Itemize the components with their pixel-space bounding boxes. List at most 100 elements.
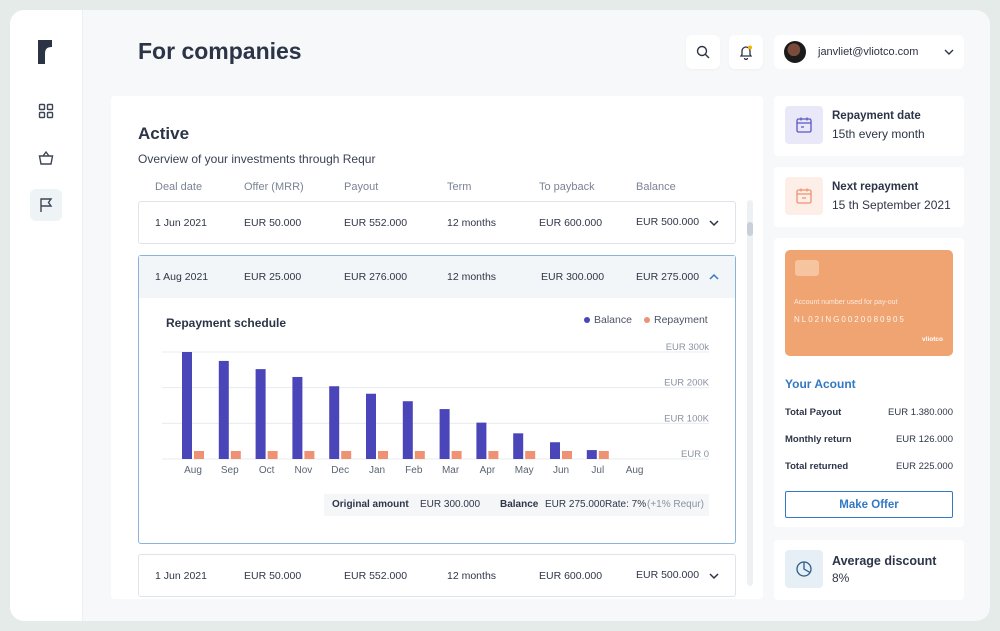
col-deal-date: Deal date xyxy=(155,181,203,193)
original-amount-value: EUR 300.000 xyxy=(420,499,481,510)
row-balance: EUR 500.000 xyxy=(636,216,700,228)
x-tick-label: Jun xyxy=(553,465,569,476)
card-chip xyxy=(795,260,819,276)
flag-icon xyxy=(40,198,53,212)
legend-balance-dot xyxy=(584,317,590,323)
row-offer: EUR 50.000 xyxy=(244,570,302,582)
row-to-payback: EUR 600.000 xyxy=(539,217,603,229)
row-payout: EUR 552.000 xyxy=(344,570,408,582)
bank-account-number: NL02ING0020080905 xyxy=(794,315,906,324)
nav-companies[interactable] xyxy=(30,189,62,221)
calendar-icon xyxy=(796,117,812,133)
row-balance: EUR 500.000 xyxy=(636,569,700,581)
chevron-up-icon[interactable] xyxy=(707,270,721,284)
expanded-row-header[interactable]: 1 Aug 2021 EUR 25.000 EUR 276.000 12 mon… xyxy=(139,256,735,298)
y-tick-label: EUR 300k xyxy=(666,342,710,353)
balance-bar xyxy=(402,401,413,459)
row-offer: EUR 25.000 xyxy=(244,271,302,283)
account-row-label: Total returned xyxy=(785,461,849,472)
bank-card: Account number used for pay-out NL02ING0… xyxy=(785,250,953,356)
chevron-down-icon xyxy=(944,49,954,55)
search-icon xyxy=(696,45,710,59)
x-tick-label: Jul xyxy=(591,465,604,476)
next-repayment-title: Next repayment xyxy=(832,181,919,193)
y-tick-label: EUR 0 xyxy=(681,449,709,460)
pie-icon-box xyxy=(785,550,823,588)
account-row-value: EUR 126.000 xyxy=(895,434,953,445)
x-tick-label: Mar xyxy=(442,465,460,476)
next-repayment-card: Next repayment 15 th September 2021 xyxy=(774,167,964,227)
repayment-date-card: Repayment date 15th every month xyxy=(774,96,964,156)
row-offer: EUR 50.000 xyxy=(244,217,302,229)
notifications-button[interactable] xyxy=(729,35,763,69)
repayment-bar xyxy=(525,451,536,459)
legend-repayment-dot xyxy=(644,317,650,323)
x-tick-label: May xyxy=(515,465,534,476)
balance-bar xyxy=(182,352,192,459)
balance-bar xyxy=(586,450,597,459)
col-offer: Offer (MRR) xyxy=(244,181,304,193)
investment-row[interactable]: 1 Jun 2021 EUR 50.000 EUR 552.000 12 mon… xyxy=(138,201,736,244)
bank-brand: vliotco xyxy=(922,336,943,343)
row-to-payback: EUR 300.000 xyxy=(541,271,605,283)
schedule-title: Repayment schedule xyxy=(166,316,287,330)
x-tick-label: Dec xyxy=(331,465,349,476)
row-term: 12 months xyxy=(447,217,497,229)
x-tick-label: Nov xyxy=(295,465,313,476)
summary-balance-label: Balance xyxy=(500,499,539,510)
nav-shop[interactable] xyxy=(30,142,62,174)
x-tick-label: Feb xyxy=(405,465,423,476)
balance-bar xyxy=(513,433,524,459)
investment-row-expanded: 1 Aug 2021 EUR 25.000 EUR 276.000 12 mon… xyxy=(138,255,736,544)
row-deal-date: 1 Aug 2021 xyxy=(155,271,209,283)
grid-icon xyxy=(38,103,54,119)
average-discount-title: Average discount xyxy=(832,554,937,568)
repayment-bar xyxy=(451,451,462,459)
nav-dashboard[interactable] xyxy=(30,95,62,127)
investment-row[interactable]: 1 Jun 2021 EUR 50.000 EUR 552.000 12 mon… xyxy=(138,554,736,597)
repayment-bar xyxy=(194,451,204,459)
balance-bar xyxy=(292,376,303,459)
bank-account-label: Account number used for pay-out xyxy=(794,299,898,306)
col-balance: Balance xyxy=(636,181,676,193)
row-deal-date: 1 Jun 2021 xyxy=(155,217,207,229)
average-discount-card: Average discount 8% xyxy=(774,540,964,600)
account-row-label: Monthly return xyxy=(785,434,852,445)
repayment-bar xyxy=(341,451,352,459)
user-menu[interactable]: janvliet@vliotco.com xyxy=(774,35,964,69)
balance-bar xyxy=(366,393,376,459)
repayment-date-value: 15th every month xyxy=(832,127,925,141)
repayment-bar xyxy=(598,451,609,459)
summary-rate-note: (+1% Requr) xyxy=(647,499,704,510)
balance-bar xyxy=(218,360,229,459)
scrollbar-thumb[interactable] xyxy=(747,222,753,236)
balance-bar xyxy=(255,369,266,459)
col-payout: Payout xyxy=(344,181,379,193)
calendar-icon-box xyxy=(785,106,823,144)
next-repayment-value: 15 th September 2021 xyxy=(832,198,951,212)
chevron-down-icon[interactable] xyxy=(707,216,721,230)
user-email: janvliet@vliotco.com xyxy=(818,46,919,58)
chevron-down-icon[interactable] xyxy=(707,569,721,583)
row-term: 12 months xyxy=(447,570,497,582)
legend-repayment: Repayment xyxy=(644,314,710,326)
balance-bar xyxy=(439,409,450,459)
search-button[interactable] xyxy=(686,35,720,69)
avatar xyxy=(784,41,806,63)
balance-bar xyxy=(476,422,487,459)
y-tick-label: EUR 200K xyxy=(664,378,710,389)
row-term: 12 months xyxy=(447,271,497,283)
active-title: Active xyxy=(138,124,190,143)
summary-rate: Rate: 7% xyxy=(605,499,647,510)
account-row-value: EUR 225.000 xyxy=(895,461,953,472)
account-row-label: Total Payout xyxy=(785,407,842,418)
make-offer-button[interactable]: Make Offer xyxy=(785,491,953,518)
repayment-bar xyxy=(562,451,572,459)
repayment-bar xyxy=(267,451,278,459)
row-balance: EUR 275.000 xyxy=(636,271,700,283)
active-investments-card: Active Overview of your investments thro… xyxy=(111,96,763,599)
bell-icon xyxy=(739,45,753,60)
scrollbar[interactable] xyxy=(747,200,753,586)
col-term: Term xyxy=(447,181,472,193)
legend-balance-label: Balance xyxy=(594,314,632,326)
